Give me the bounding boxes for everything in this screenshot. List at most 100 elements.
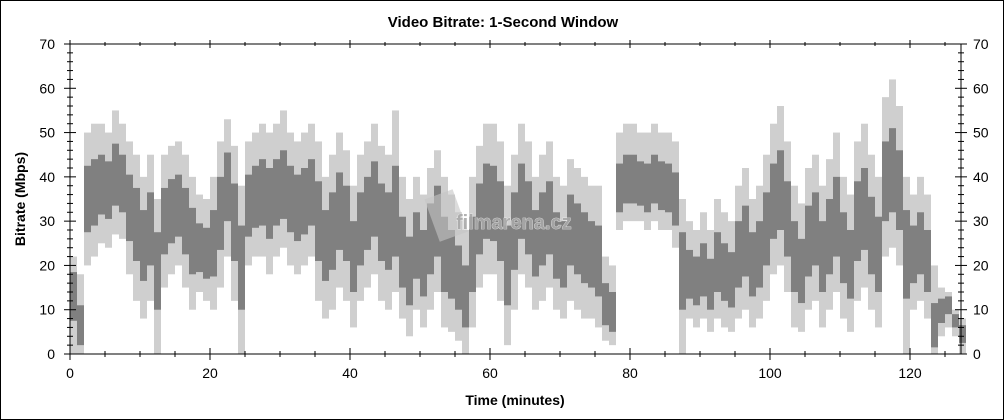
bitrate-core-bar [945, 296, 952, 315]
bitrate-core-bar [154, 232, 161, 310]
watermark-text: filmarena.cz [456, 212, 572, 234]
bitrate-core-bar [791, 221, 798, 292]
bitrate-core-bar [833, 176, 840, 257]
bitrate-core-bar [266, 168, 273, 239]
bitrate-core-bar [672, 172, 679, 226]
bitrate-core-bar [826, 199, 833, 275]
bitrate-core-bar [861, 168, 868, 250]
bitrate-core-bar [644, 163, 651, 213]
bitrate-core-bar [763, 192, 770, 266]
bitrate-core-bar [91, 159, 98, 226]
bitrate-core-bar [77, 305, 84, 346]
bitrate-core-bar [777, 150, 784, 230]
y-tick-label-right: 40 [973, 169, 989, 185]
bitrate-core-bar [140, 210, 147, 281]
bitrate-core-bar [469, 216, 476, 292]
bitrate-core-bar [840, 212, 847, 284]
bitrate-core-bar [735, 221, 742, 288]
bitrate-core-bar [952, 314, 959, 328]
bitrate-core-bar [203, 227, 210, 279]
bitrate-core-bar [112, 143, 119, 206]
bitrate-core-bar [812, 192, 819, 266]
y-tick-label-left: 60 [39, 80, 55, 96]
bitrate-core-bar [280, 150, 287, 219]
bitrate-core-bar [413, 212, 420, 279]
bitrate-core-bar [574, 203, 581, 275]
bitrate-core-bar [147, 192, 154, 266]
x-tick-label: 120 [898, 365, 922, 381]
bitrate-core-bar [84, 165, 91, 233]
y-tick-label-left: 10 [39, 302, 55, 318]
bitrate-core-bar [903, 210, 910, 299]
bitrate-core-bar [231, 183, 238, 261]
bitrate-core-bar [329, 192, 336, 270]
y-tick-label-right: 20 [973, 257, 989, 273]
bitrate-core-bar [889, 128, 896, 213]
bitrate-core-bar [406, 236, 413, 306]
x-tick-label: 80 [622, 365, 638, 381]
bitrate-core-bar [224, 152, 231, 222]
bitrate-core-bar [651, 154, 658, 204]
bitrate-core-bar [364, 176, 371, 250]
y-tick-label-left: 50 [39, 125, 55, 141]
bitrate-core-bar [294, 174, 301, 242]
x-tick-label: 100 [758, 365, 782, 381]
bitrate-core-bar [798, 238, 805, 304]
bitrate-core-bar [70, 272, 77, 321]
bitrate-core-bar [371, 161, 378, 237]
bitrate-core-bar [105, 161, 112, 219]
y-tick-label-right: 0 [973, 346, 981, 362]
bitrate-core-bar [805, 205, 812, 277]
bitrate-core-bar [175, 174, 182, 237]
bitrate-core-bar [770, 163, 777, 239]
bitrate-core-bar [259, 159, 266, 226]
bitrate-core-bar [343, 185, 350, 261]
y-tick-label-right: 50 [973, 125, 989, 141]
bitrate-core-bar [308, 159, 315, 226]
bitrate-core-bar [385, 192, 392, 270]
bitrate-core-bar [350, 221, 357, 292]
bitrate-core-bar [546, 181, 553, 255]
bitrate-core-bar [98, 154, 105, 215]
bitrate-core-bar [588, 221, 595, 288]
bitrate-core-bar [427, 203, 434, 275]
y-tick-label-left: 40 [39, 169, 55, 185]
bitrate-core-bar [623, 154, 630, 204]
bitrate-core-bar [707, 258, 714, 310]
bitrate-core-bar [700, 243, 707, 297]
bitrate-core-bar [420, 230, 427, 297]
bitrate-core-bar [819, 221, 826, 292]
y-tick-label-right: 60 [973, 80, 989, 96]
bitrate-core-bar [560, 221, 567, 288]
bitrate-core-bar [924, 230, 931, 292]
x-tick-label: 40 [342, 365, 358, 381]
bitrate-core-bar [756, 221, 763, 288]
bitrate-core-bar [322, 210, 329, 281]
bitrate-core-bar [679, 232, 686, 310]
bitrate-core-bar [245, 174, 252, 237]
bitrate-core-bar [847, 230, 854, 299]
bitrate-core-bar [462, 265, 469, 328]
bitrate-core-bar [742, 205, 749, 277]
bitrate-core-bar [273, 159, 280, 226]
bitrate-core-bar [252, 165, 259, 228]
bitrate-core-bar [875, 216, 882, 292]
x-tick-label: 0 [66, 365, 74, 381]
bitrate-core-bar [931, 303, 938, 348]
bitrate-core-bar [896, 150, 903, 230]
bitrate-core-bar [581, 212, 588, 284]
bitrate-core-bar [910, 225, 917, 284]
bitrate-core-bar [553, 212, 560, 279]
bitrate-core-bar [126, 174, 133, 242]
bitrate-core-bar [399, 216, 406, 288]
bitrate-core-bar [518, 163, 525, 239]
watermark-film-icon [424, 189, 468, 242]
data-bars [70, 79, 966, 354]
bitrate-core-bar [189, 207, 196, 275]
y-tick-label-right: 70 [973, 36, 989, 52]
watermark-logo: filmarena.cz [424, 189, 572, 242]
y-tick-label-right: 10 [973, 302, 989, 318]
y-tick-label-left: 30 [39, 213, 55, 229]
x-axis-label: Time (minutes) [465, 392, 564, 408]
